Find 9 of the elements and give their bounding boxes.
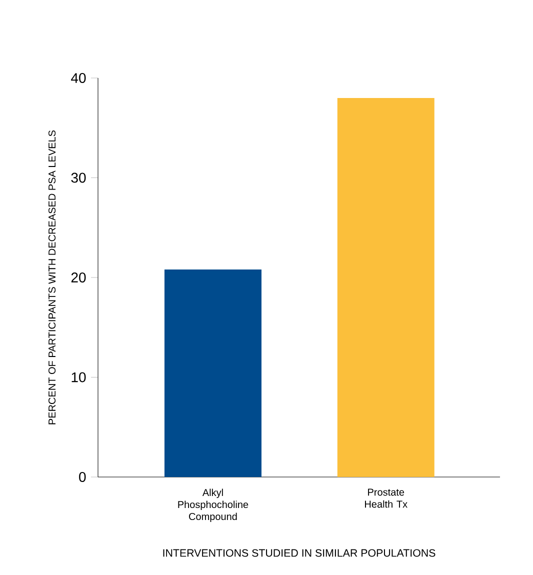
y-tick-label: 10 (72, 372, 86, 382)
y-tick-label: 30 (71, 172, 86, 183)
y-tick-label: 0 (79, 472, 86, 482)
y-axis-title: PERCENT OF PARTICIPANTS WITH DECREASED PSA LEVELS (48, 130, 56, 424)
x-tick-label: Alkyl Phosphocholine Compound (178, 488, 248, 522)
x-axis-title: INTERVENTIONS STUDIED IN SIMILAR POPULATIONS (163, 549, 436, 557)
y-tick-label: 20 (71, 272, 86, 282)
x-tick-label: Prostate Health Tx (365, 488, 408, 508)
y-tick-label: 40 (71, 73, 86, 83)
